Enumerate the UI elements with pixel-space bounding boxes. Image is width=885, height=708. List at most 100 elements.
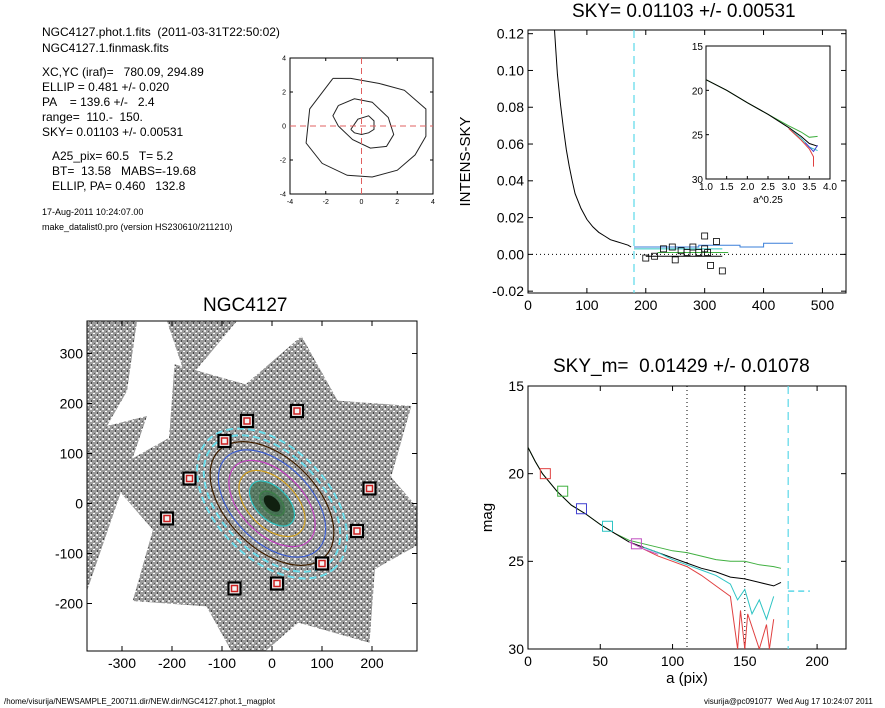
mag-series-1	[528, 447, 782, 587]
sky-plot-frame	[527, 29, 847, 294]
galaxy-isophote-3	[228, 459, 316, 548]
sky-box-inner	[365, 484, 374, 493]
sky-box-marker	[713, 238, 720, 245]
inset-y-tick-label: 20	[692, 86, 704, 97]
mag-series-2	[643, 546, 775, 621]
sky-box-inner	[353, 527, 361, 535]
magnitudes: BT= 13.58 MABS=-19.68	[52, 164, 197, 178]
sky-box-marker	[683, 249, 691, 256]
sky-x-tick-label: 300	[693, 297, 717, 313]
galaxy-core	[263, 495, 281, 512]
position-angle: PA = 139.6 +/- 2.4	[42, 95, 155, 109]
sky-box-marker	[668, 243, 676, 251]
mag-y-axis-label: mag	[479, 503, 496, 532]
isophote-contour-0	[350, 115, 375, 136]
inset-x-tick-label: 2.0	[740, 182, 754, 193]
galaxy-y-tick-label: -100	[55, 545, 83, 561]
mag-box-marker	[575, 503, 587, 515]
sky-x-tick-label: 400	[752, 297, 776, 313]
sky-inset-frame	[705, 45, 831, 180]
isophote-y-tick-label: 2	[282, 89, 286, 96]
sky-box-marker	[671, 256, 679, 264]
sky-box-inner	[230, 584, 239, 593]
sky-value: SKY= 0.01103 +/- 0.00531	[42, 125, 184, 139]
sky-box	[269, 576, 285, 591]
isophote-x-tick-label: 4	[431, 199, 435, 206]
footer-path: /home/visurija/NEWSAMPLE_200711.dir/NEW.…	[4, 697, 276, 706]
ellipticity: ELLIP = 0.481 +/- 0.020	[42, 80, 170, 94]
sky-box-inner	[318, 559, 326, 568]
sky-box	[349, 523, 365, 539]
inset-y-tick-label: 15	[692, 42, 704, 53]
mask-filename: NGC4127.1.finmask.fits	[42, 41, 169, 55]
sky-box	[227, 581, 242, 596]
isophote-contour-1	[332, 98, 395, 149]
mag-x-tick-label: 0	[524, 653, 532, 669]
mag-series-4	[628, 541, 659, 555]
sky-box-marker	[704, 249, 712, 256]
galaxy-y-tick-label: 100	[60, 445, 84, 461]
sky-box-inner	[220, 437, 229, 445]
sky-y-tick-label: 0.00	[497, 246, 524, 262]
mag-x-tick-label: 200	[805, 653, 829, 669]
mag-plot-title: SKY_m= 0.01429 +/- 0.01078	[553, 356, 810, 377]
isophote-y-tick-label: -2	[280, 157, 286, 164]
sky-y-tick-label: 0.08	[497, 99, 524, 115]
sky-y-tick-label: 0.04	[497, 173, 524, 189]
isophote-x-tick-label: -2	[323, 199, 329, 206]
sky-plot-title: SKY= 0.01103 +/- 0.00531	[572, 1, 796, 22]
inset-series-1	[705, 79, 818, 147]
sky-y-tick-label: 0.06	[497, 136, 524, 152]
sky-box-inner	[243, 417, 251, 425]
galaxy-image-frame	[86, 320, 418, 652]
sky-annulus-1	[196, 427, 348, 580]
inset-x-axis-label: a^0.25	[753, 195, 783, 206]
sky-box-marker	[701, 232, 709, 240]
sky-box-inner	[273, 579, 281, 588]
sky-x-tick-label: 200	[634, 297, 658, 313]
isophote-x-tick-label: 0	[360, 199, 364, 206]
sky-box-marker	[718, 267, 726, 275]
sky-y-tick-label: -0.02	[492, 283, 524, 299]
inset-x-tick-label: 3.0	[782, 182, 796, 193]
galaxy-x-tick-label: -100	[208, 655, 236, 671]
galaxy-isophote-4	[217, 449, 327, 558]
isophote-y-tick-label: 4	[282, 55, 286, 62]
inset-x-tick-label: 3.5	[802, 182, 816, 193]
footer-user-time: visurija@pc091077 Wed Aug 17 10:24:07 20…	[704, 697, 873, 706]
sky-x-tick-label: 100	[575, 297, 599, 313]
sky-segment-0	[634, 242, 793, 248]
galaxy-isophote-2	[238, 469, 306, 538]
sky-box-inner	[293, 407, 301, 415]
sky-box-marker	[642, 254, 650, 262]
sky-x-tick-label: 500	[811, 297, 835, 313]
sky-box-marker	[689, 243, 697, 251]
mag-series-0	[528, 447, 782, 569]
mag-box-marker	[557, 485, 569, 497]
mag-box-marker	[539, 468, 551, 480]
fits-filename: NGC4127.phot.1.fits (2011-03-31T22:50:02…	[42, 25, 280, 39]
galaxy-x-tick-label: -200	[158, 655, 186, 671]
mag-y-tick-label: 30	[508, 641, 524, 657]
inset-x-tick-label: 2.5	[761, 182, 775, 193]
mag-x-tick-label: 50	[592, 653, 608, 669]
mag-series-3	[643, 548, 775, 649]
sky-box-marker	[660, 245, 667, 253]
sky-annulus-0	[202, 434, 342, 573]
mag-y-tick-label: 15	[508, 378, 524, 394]
isophote-contour-2	[305, 77, 427, 178]
fit-range: range= 110.- 150.	[42, 110, 143, 124]
inset-y-tick-label: 30	[692, 175, 704, 186]
sky-box-marker	[695, 249, 703, 256]
program-version: make_datalist0.pro (version HS230610/211…	[42, 222, 233, 232]
sky-box	[159, 511, 175, 526]
mag-y-tick-label: 25	[508, 553, 524, 569]
isophote-y-tick-label: -4	[280, 191, 286, 198]
sky-box	[217, 433, 232, 449]
sky-box	[182, 471, 197, 486]
galaxy-x-tick-label: -300	[108, 655, 136, 671]
mag-x-axis-label: a (pix)	[666, 670, 708, 687]
inset-series-3	[788, 128, 814, 167]
mag-box-marker	[602, 520, 613, 532]
